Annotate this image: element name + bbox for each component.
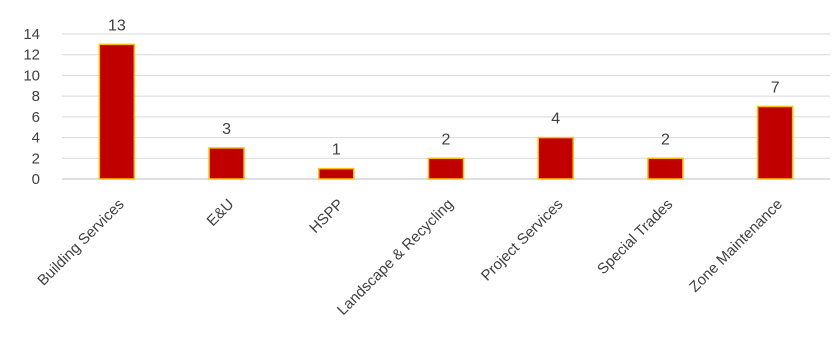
data-label: 2: [442, 131, 451, 148]
gridlines: [62, 33, 830, 159]
bar: [756, 105, 794, 180]
bar: [647, 157, 684, 180]
bar: [98, 43, 136, 180]
y-tick-label: 8: [32, 88, 40, 105]
bar: [208, 147, 245, 180]
data-label: 4: [551, 111, 560, 128]
data-labels: 13 3 1 2 4 2 7: [108, 17, 780, 158]
y-tick-label: 4: [32, 130, 40, 147]
category-label: Zone Maintenance: [686, 196, 786, 296]
y-tick-label: 14: [23, 26, 40, 43]
category-label: Building Services: [34, 196, 127, 289]
y-tick-label: 0: [32, 171, 40, 188]
y-tick-label: 12: [23, 47, 40, 64]
y-axis-ticks: 0 2 4 6 8 10 12 14: [23, 26, 40, 188]
category-label: HSPP: [306, 196, 347, 237]
category-label: Project Services: [478, 196, 567, 285]
category-label: E&U: [204, 196, 238, 230]
data-label: 3: [222, 121, 231, 138]
data-label: 1: [332, 142, 341, 159]
category-label: Special Trades: [594, 196, 676, 278]
data-label: 7: [771, 80, 780, 97]
bar: [318, 167, 355, 180]
y-tick-label: 10: [23, 67, 40, 84]
data-label: 2: [661, 131, 670, 148]
data-label: 13: [108, 17, 126, 34]
bars: [98, 43, 794, 180]
bar: [537, 136, 574, 180]
y-tick-label: 6: [32, 109, 40, 126]
bar: [427, 157, 465, 180]
y-tick-label: 2: [32, 150, 40, 167]
category-label: Landscape & Recycling: [334, 196, 457, 319]
